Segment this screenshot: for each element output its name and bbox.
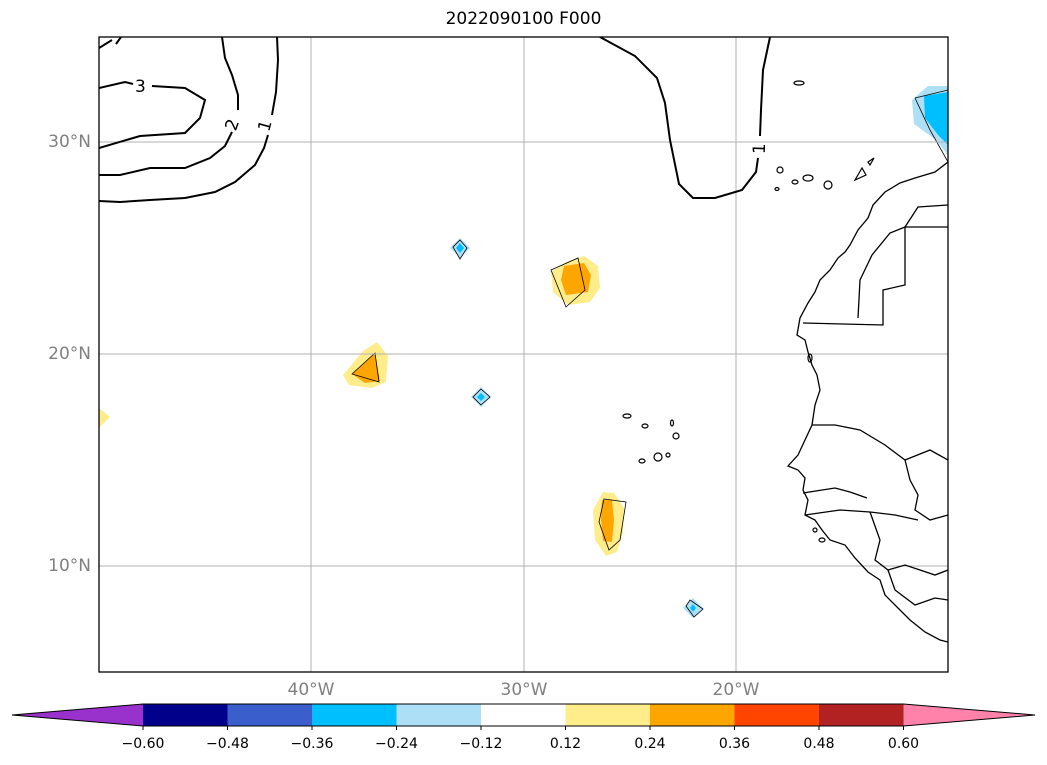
- isolines: [99, 37, 771, 204]
- anomaly-blob-negative-core: [477, 393, 485, 401]
- anomaly-blob-positive-core: [561, 263, 591, 295]
- colorbar: [11, 703, 1036, 730]
- isoline-1-east: [599, 37, 771, 199]
- border-senegal: [812, 424, 948, 461]
- island: [638, 458, 646, 464]
- colorbar-segment: [819, 704, 904, 726]
- colorbar-tick-label: 0.24: [634, 736, 666, 752]
- isoline-3: [99, 80, 207, 149]
- island: [802, 174, 814, 182]
- colorbar-tick-label: −0.36: [290, 736, 334, 752]
- lon-label-20w: 20°W: [712, 680, 760, 700]
- island: [812, 527, 818, 533]
- island: [665, 452, 671, 458]
- coastline-africa: [786, 161, 948, 643]
- isoline-2: [99, 37, 239, 176]
- colorbar-extend-min: [12, 704, 143, 726]
- anomaly-blob-negative-core: [690, 604, 696, 612]
- colorbar-tick-label: 0.36: [718, 736, 751, 752]
- island: [853, 166, 867, 182]
- map-frame: [98, 36, 949, 673]
- colorbar-tick-label: 0.12: [549, 736, 582, 752]
- anomaly-contour: [914, 89, 948, 163]
- lon-label-30w: 30°W: [500, 680, 548, 700]
- island: [818, 537, 826, 543]
- colorbar-segment: [565, 704, 651, 726]
- anomaly-contour: [550, 257, 586, 308]
- anomaly-contour: [351, 352, 380, 383]
- colorbar-tick-label: −0.60: [121, 736, 165, 752]
- border-guinea: [804, 509, 919, 521]
- anomaly-blob-negative-core: [456, 243, 464, 253]
- anomaly-contour: [452, 239, 468, 260]
- anomaly-blob-positive-core: [352, 353, 380, 383]
- islands: [622, 80, 875, 543]
- contour-label: 1: [254, 118, 276, 134]
- contour-label: 3: [135, 77, 146, 97]
- border-westafrica-1: [904, 459, 948, 521]
- island: [672, 432, 680, 440]
- colorbar-extend-max: [903, 704, 1035, 726]
- anomaly-contour: [598, 498, 627, 551]
- island: [793, 80, 805, 86]
- border-sahara: [802, 226, 948, 326]
- contour-label: 2: [221, 116, 243, 133]
- colorbar-tick-label: −0.24: [375, 736, 418, 752]
- map-title: 2022090100 F000: [445, 9, 602, 29]
- colorbar-segment: [312, 704, 397, 726]
- lat-label-20n: 20°N: [48, 344, 91, 364]
- colorbar-tick-label: 0.48: [803, 736, 835, 752]
- isoline-1: [99, 37, 280, 204]
- gridlines: [99, 37, 948, 672]
- island: [867, 157, 875, 167]
- colorbar-segment: [143, 704, 228, 726]
- border-westafrica-2: [869, 511, 948, 576]
- colorbar-tick-label: −0.48: [206, 736, 249, 752]
- island: [641, 423, 649, 429]
- colorbar-segment: [227, 704, 313, 726]
- border-senegal-south: [802, 487, 868, 499]
- isoline-3-top: [99, 37, 122, 49]
- anomaly-contour: [472, 388, 491, 406]
- lon-label-40w: 40°W: [287, 680, 335, 700]
- island: [622, 413, 632, 419]
- contour-labels: 3 2 1 1: [135, 77, 770, 154]
- lat-label-30n: 30°N: [48, 132, 91, 152]
- colorbar-segment: [396, 704, 482, 726]
- anomaly-fills: [99, 86, 948, 618]
- contour-label: 1: [750, 143, 770, 155]
- colorbar-segment: [650, 704, 735, 726]
- island: [776, 166, 784, 174]
- border-liberia: [887, 569, 948, 606]
- border-mauritania: [857, 226, 906, 319]
- anomaly-contour: [685, 599, 704, 618]
- border-morocco: [904, 204, 948, 228]
- island: [669, 419, 675, 427]
- colorbar-tick-label: 0.60: [887, 736, 920, 752]
- anomaly-blob-negative-core: [924, 92, 948, 145]
- colorbar-tick-label: −0.12: [459, 736, 503, 752]
- coastlines: [786, 161, 948, 643]
- island: [823, 180, 833, 190]
- island: [807, 353, 813, 363]
- lat-label-10n: 10°N: [48, 556, 91, 576]
- island: [653, 452, 663, 462]
- colorbar-segment: [734, 704, 820, 726]
- island: [791, 179, 799, 185]
- anomaly-blob-positive-core: [601, 500, 614, 542]
- anomaly-blob-positive: [99, 408, 110, 428]
- island: [774, 186, 780, 192]
- colorbar-segment: [481, 704, 566, 726]
